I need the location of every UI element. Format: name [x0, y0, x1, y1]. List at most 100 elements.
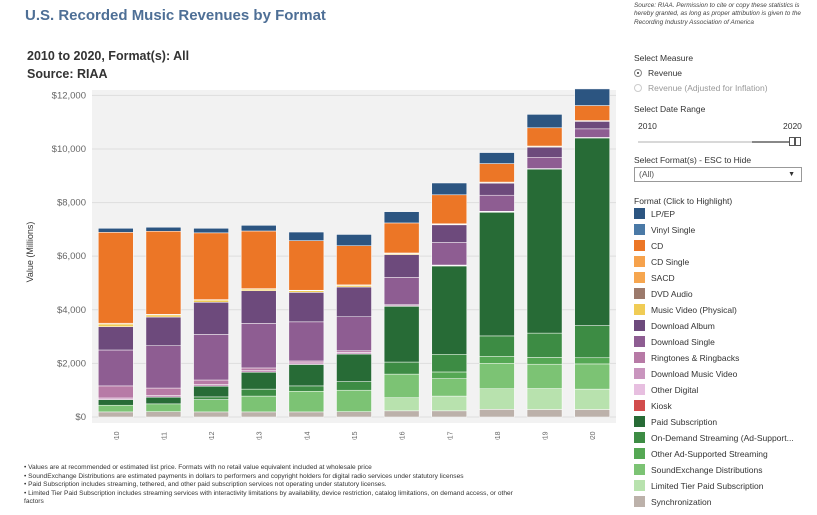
bar-segment[interactable] [574, 137, 610, 326]
bar-segment[interactable] [240, 371, 277, 390]
bar-segment[interactable] [431, 194, 468, 224]
legend-item[interactable]: DVD Audio [634, 288, 693, 299]
bar-segment[interactable] [288, 292, 325, 323]
bar-segment[interactable] [98, 228, 134, 233]
bar-segment[interactable] [431, 378, 468, 397]
legend-item[interactable]: Download Single [634, 336, 715, 347]
bar-segment[interactable] [431, 224, 468, 243]
bar-segment[interactable] [431, 371, 468, 379]
bar-segment[interactable] [574, 121, 610, 130]
bar-segment[interactable] [431, 410, 468, 418]
bar-segment[interactable] [240, 230, 277, 289]
bar-segment[interactable] [145, 231, 182, 315]
bar-segment[interactable] [145, 226, 182, 232]
bar-segment[interactable] [193, 334, 229, 381]
bar-segment[interactable] [240, 225, 277, 232]
bar-segment[interactable] [383, 361, 420, 375]
legend-item[interactable]: SoundExchange Distributions [634, 464, 763, 475]
bar-segment[interactable] [193, 385, 229, 398]
bar-segment[interactable] [240, 290, 277, 324]
bar-segment[interactable] [526, 363, 563, 389]
bar-segment[interactable] [574, 128, 610, 138]
legend-item[interactable]: Limited Tier Paid Subscription [634, 480, 763, 491]
bar-segment[interactable] [193, 299, 229, 303]
bar-segment[interactable] [383, 306, 420, 363]
bar-segment[interactable] [479, 409, 515, 418]
measure-option-revenue-adjusted[interactable]: Revenue (Adjusted for Inflation) [634, 83, 768, 93]
bar-segment[interactable] [526, 332, 563, 358]
bar-segment[interactable] [383, 410, 420, 418]
bar-segment[interactable] [479, 363, 515, 389]
bar-segment[interactable] [193, 379, 229, 385]
bar-segment[interactable] [526, 409, 563, 418]
bar-segment[interactable] [288, 231, 325, 241]
bar-segment[interactable] [145, 314, 182, 318]
bar-segment[interactable] [336, 381, 372, 391]
bar-segment[interactable] [288, 240, 325, 291]
legend-item[interactable]: Music Video (Physical) [634, 304, 737, 315]
bar-segment[interactable] [574, 325, 610, 359]
bar-segment[interactable] [574, 357, 610, 365]
bar-segment[interactable] [98, 323, 134, 327]
bar-segment[interactable] [240, 411, 277, 418]
bar-segment[interactable] [145, 411, 182, 418]
bar-segment[interactable] [336, 286, 372, 318]
date-range-track[interactable] [638, 141, 800, 143]
legend-item[interactable]: Download Music Video [634, 368, 737, 379]
legend-item[interactable]: Vinyl Single [634, 224, 695, 235]
bar-segment[interactable] [479, 182, 515, 196]
legend-item[interactable]: CD [634, 240, 663, 251]
bar-segment[interactable] [98, 385, 134, 399]
bar-segment[interactable] [383, 373, 420, 398]
legend-item[interactable]: Other Ad-Supported Streaming [634, 448, 768, 459]
bar-segment[interactable] [431, 265, 468, 355]
legend-item[interactable]: Synchronization [634, 496, 711, 507]
bar-segment[interactable] [431, 395, 468, 412]
bar-segment[interactable] [479, 163, 515, 183]
bar-segment[interactable] [383, 277, 420, 305]
bar-segment[interactable] [479, 356, 515, 364]
bar-segment[interactable] [336, 411, 372, 418]
bar-segment[interactable] [145, 396, 182, 405]
bar-segment[interactable] [240, 367, 277, 371]
bar-segment[interactable] [193, 302, 229, 335]
legend-item[interactable]: Other Digital [634, 384, 698, 395]
bar-segment[interactable] [526, 146, 563, 158]
bar-segment[interactable] [336, 316, 372, 352]
bar-segment[interactable] [383, 254, 420, 278]
bar-segment[interactable] [383, 222, 420, 254]
bar-segment[interactable] [574, 88, 610, 106]
legend-item[interactable]: On-Demand Streaming (Ad-Support... [634, 432, 794, 443]
bar-segment[interactable] [574, 388, 610, 410]
bar-segment[interactable] [479, 152, 515, 164]
bar-segment[interactable] [383, 211, 420, 224]
bar-segment[interactable] [574, 105, 610, 121]
bar-segment[interactable] [145, 387, 182, 396]
bar-segment[interactable] [479, 211, 515, 337]
bar-segment[interactable] [98, 404, 134, 413]
bar-segment[interactable] [98, 326, 134, 351]
bar-segment[interactable] [526, 388, 563, 410]
bar-segment[interactable] [336, 353, 372, 382]
bar-segment[interactable] [288, 391, 325, 413]
bar-segment[interactable] [336, 389, 372, 412]
date-range-handle-end[interactable] [795, 137, 801, 146]
bar-segment[interactable] [288, 360, 325, 364]
bar-segment[interactable] [288, 321, 325, 362]
legend-item[interactable]: Paid Subscription [634, 416, 717, 427]
bar-segment[interactable] [526, 168, 563, 334]
bar-segment[interactable] [336, 234, 372, 246]
bar-segment[interactable] [431, 354, 468, 373]
measure-option-revenue[interactable]: Revenue [634, 68, 682, 78]
legend-item[interactable]: Kiosk [634, 400, 672, 411]
bar-segment[interactable] [240, 388, 277, 397]
bar-segment[interactable] [193, 232, 229, 300]
bar-segment[interactable] [431, 242, 468, 266]
bar-segment[interactable] [526, 157, 563, 169]
bar-segment[interactable] [193, 396, 229, 400]
bar-segment[interactable] [98, 349, 134, 387]
bar-segment[interactable] [193, 411, 229, 418]
bar-segment[interactable] [240, 323, 277, 369]
bar-segment[interactable] [240, 395, 277, 413]
legend-item[interactable]: LP/EP [634, 208, 675, 219]
